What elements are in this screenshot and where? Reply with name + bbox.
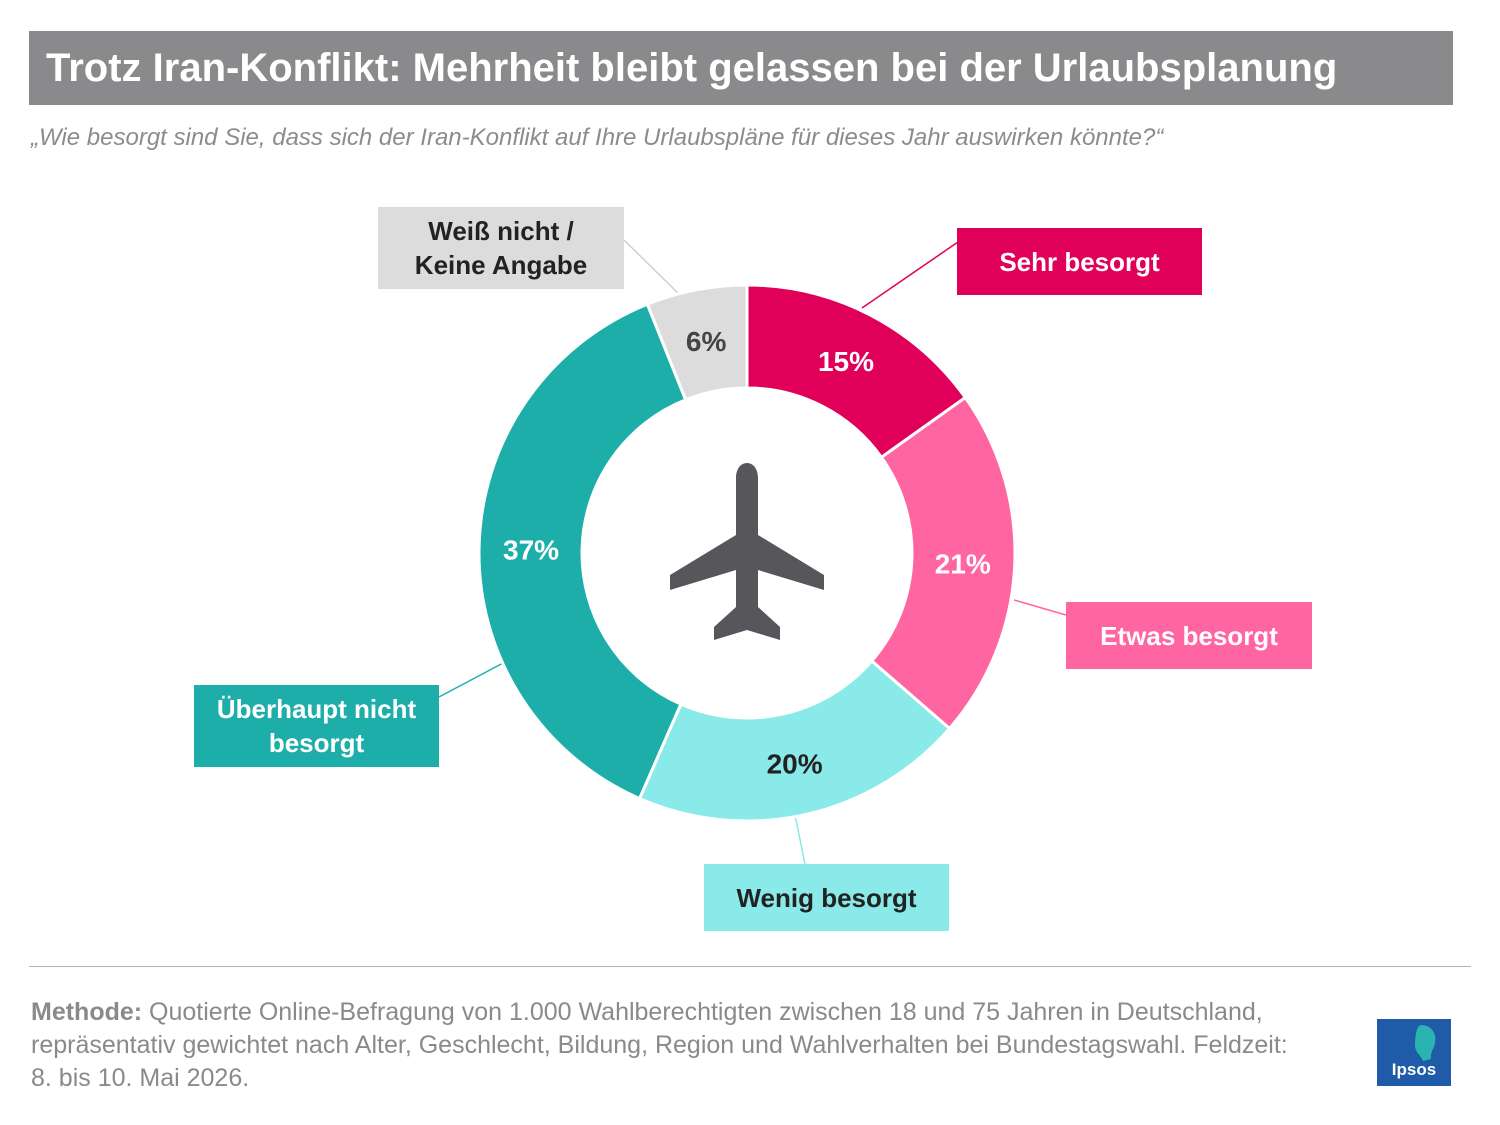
airplane-icon (670, 463, 824, 640)
leader-line-weiß-nicht-keine-angabe (623, 239, 681, 296)
value-labels: 15% 21% 20% 37% 6% (503, 326, 991, 780)
slice-etwas-besorgt (869, 395, 1017, 731)
ipsos-logo: Ipsos (1377, 1019, 1451, 1086)
donut-slices (477, 283, 1017, 823)
label-box-weiß-nicht-keine-angabe: Weiß nicht / Keine Angabe (378, 207, 624, 289)
chart-title: Trotz Iran-Konflikt: Mehrheit bleibt gel… (46, 46, 1338, 90)
method-note: Methode: Quotierte Online-Befragung von … (31, 996, 1291, 1095)
slice-wenig-besorgt (637, 658, 952, 823)
leader-lines (438, 239, 1067, 865)
method-label: Methode: (31, 998, 143, 1026)
label-box-etwas-besorgt: Etwas besorgt (1066, 602, 1312, 669)
ipsos-logo-mark (1377, 1019, 1451, 1086)
value-label-etwas-besorgt: 21% (935, 548, 991, 579)
value-label-überhaupt-nicht-besorgt: 37% (503, 535, 559, 566)
method-text: Quotierte Online-Befragung von 1.000 Wah… (31, 998, 1288, 1092)
value-label-weiß-nicht-keine-angabe: 6% (686, 326, 727, 357)
leader-line-sehr-besorgt (861, 241, 959, 309)
value-label-wenig-besorgt: 20% (767, 749, 823, 780)
logo-text: Ipsos (1391, 1060, 1437, 1079)
leader-line-wenig-besorgt (794, 814, 806, 865)
label-box-sehr-besorgt: Sehr besorgt (957, 228, 1202, 295)
divider (29, 966, 1471, 967)
label-box-überhaupt-nicht-besorgt: Überhaupt nicht besorgt (194, 685, 439, 767)
chart-subtitle: „Wie besorgt sind Sie, dass sich der Ira… (31, 124, 1164, 151)
donut-chart: 15% 21% 20% 37% 6% (438, 239, 1067, 865)
leader-line-etwas-besorgt (1013, 599, 1067, 616)
title-bar: Trotz Iran-Konflikt: Mehrheit bleibt gel… (29, 31, 1453, 105)
leader-line-überhaupt-nicht-besorgt (438, 661, 506, 698)
slice-überhaupt-nicht-besorgt (477, 302, 688, 801)
label-box-wenig-besorgt: Wenig besorgt (704, 864, 949, 931)
value-label-sehr-besorgt: 15% (818, 346, 874, 377)
slice-weiß-nicht-keine-angabe (645, 283, 749, 402)
